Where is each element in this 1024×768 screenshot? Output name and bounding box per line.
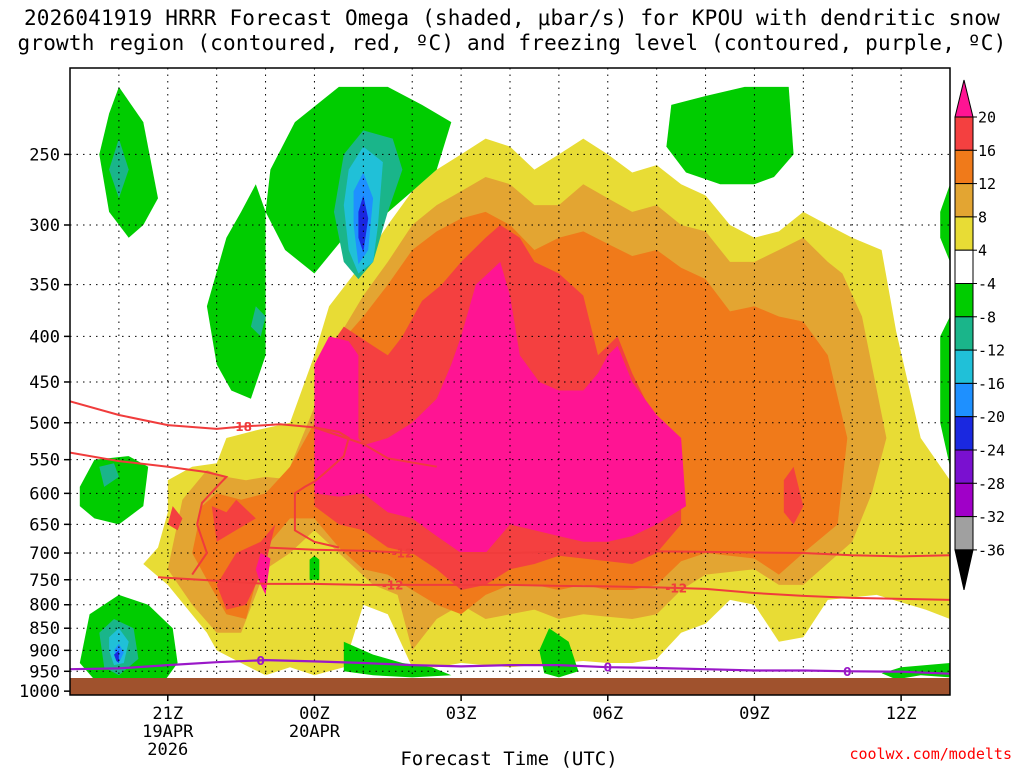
credit-link[interactable]: coolwx.com/modelts	[849, 745, 1012, 763]
colorbar-arrow-bottom	[954, 549, 974, 591]
isotherm--12-3	[265, 546, 950, 558]
x-axis-title: Forecast Time (UTC)	[400, 748, 617, 768]
omega-region-n4-11	[309, 555, 320, 580]
colorbar: 20 16 12 8 4 -4 -8 -12 -16 -20 -24 -28 -32 -36	[954, 79, 1005, 591]
omega-region-n8-3	[99, 463, 119, 487]
contour-label-4: 0	[256, 654, 264, 668]
chart-title: 2026041919 HRRR Forecast Omega (shaded, …	[0, 6, 1024, 56]
grid	[70, 68, 950, 695]
contour-label-3: -12	[665, 581, 687, 595]
y-tick-label-900: 900	[29, 641, 60, 661]
colorbar-label-13: -36	[978, 541, 1005, 559]
colorbar-label-4: 4	[978, 242, 987, 260]
y-tick-label-750: 750	[29, 571, 60, 591]
colorbar-swatch-9	[954, 382, 974, 418]
colorbar-swatch-5	[954, 249, 974, 284]
colorbar-swatch-8	[954, 349, 974, 384]
colorbar-label-7: -12	[978, 342, 1005, 360]
omega-region-n4-0	[99, 86, 158, 238]
freezing-level-line	[70, 658, 950, 675]
omega-region-n20-0	[358, 195, 369, 253]
y-tick-label-450: 450	[29, 373, 60, 393]
x-tick-date-00Z: 20APR	[289, 722, 341, 742]
x-tick-label-12Z: 12Z	[886, 704, 917, 724]
colorbar-swatch-11	[954, 449, 974, 484]
omega-shading	[79, 86, 950, 688]
omega-region-n4-8	[343, 641, 452, 678]
omega-region-w20-0	[314, 261, 686, 553]
y-tick-label-400: 400	[29, 327, 60, 347]
colorbar-swatch-4	[954, 216, 974, 251]
colorbar-label-6: -8	[978, 308, 996, 326]
isotherm--12-4	[157, 576, 950, 601]
y-tick-label-850: 850	[29, 619, 60, 639]
y-tick-label-300: 300	[29, 216, 60, 236]
ground-bar	[70, 678, 950, 695]
colorbar-label-9: -20	[978, 408, 1005, 426]
x-tick-label-06Z: 06Z	[592, 704, 623, 724]
y-tick-label-800: 800	[29, 596, 60, 616]
colorbar-label-3: 8	[978, 208, 987, 226]
x-tick-label-21Z: 21Z	[152, 704, 183, 724]
x-tick-year-21Z: 2026	[147, 740, 188, 760]
colorbar-swatch-13	[954, 516, 974, 551]
y-tick-label-550: 550	[29, 451, 60, 471]
colorbar-label-12: -32	[978, 508, 1005, 526]
y-tick-label-350: 350	[29, 276, 60, 296]
omega-region-n4-3	[666, 86, 794, 185]
contour-label-5: 0	[604, 661, 612, 675]
colorbar-swatch-7	[954, 316, 974, 351]
colorbar-label-0: 20	[978, 109, 996, 127]
colorbar-label-10: -24	[978, 442, 1005, 460]
y-tick-label-1000: 1000	[19, 682, 60, 702]
y-tick-label-500: 500	[29, 414, 60, 434]
y-tick-label-950: 950	[29, 662, 60, 682]
omega-region-n8-1	[250, 306, 266, 337]
isotherm--18-2	[293, 426, 350, 549]
omega-region-n4-6	[79, 456, 149, 525]
y-tick-label-250: 250	[29, 145, 60, 165]
y-tick-label-700: 700	[29, 544, 60, 564]
x-tick-label-09Z: 09Z	[739, 704, 770, 724]
omega-region-n20-1	[114, 650, 119, 663]
x-tick-label-00Z: 00Z	[299, 704, 330, 724]
contour-label-6: 0	[843, 665, 851, 679]
colorbar-swatch-6	[954, 283, 974, 318]
omega-region-n4-4	[940, 184, 950, 262]
omega-region-w16-0	[211, 499, 256, 542]
contour-label-2: -12	[382, 578, 404, 592]
omega-region-w16-4	[167, 506, 183, 531]
colorbar-arrow-top	[954, 79, 974, 118]
x-tick-date-21Z: 19APR	[142, 722, 194, 742]
contour-label-1: -12	[392, 547, 414, 561]
colorbar-swatch-1	[954, 116, 974, 151]
omega-region-w16-3	[783, 466, 804, 525]
title-line-1: 2026041919 HRRR Forecast Omega (shaded, …	[23, 6, 1001, 30]
omega-region-w16-1	[216, 524, 276, 610]
colorbar-label-1: 16	[978, 142, 996, 160]
colorbar-swatch-12	[954, 482, 974, 518]
x-tick-label-03Z: 03Z	[446, 704, 477, 724]
omega-region-n8-0	[109, 138, 129, 199]
title-line-2: growth region (contoured, red, ºC) and f…	[17, 31, 1007, 55]
colorbar-label-2: 12	[978, 175, 996, 193]
colorbar-swatch-2	[954, 149, 974, 185]
y-tick-label-650: 650	[29, 515, 60, 535]
contour-label-0: -18	[230, 420, 252, 434]
contours: -18 -12 -12 -12 0 0 0	[70, 400, 950, 679]
isotherm--18-0	[70, 400, 437, 468]
colorbar-swatch-10	[954, 416, 974, 451]
colorbar-label-11: -28	[978, 475, 1005, 493]
y-tick-label-600: 600	[29, 484, 60, 504]
isotherm--18-1	[70, 451, 229, 576]
omega-region-n4-1	[206, 184, 266, 399]
colorbar-label-5: -4	[978, 275, 996, 293]
omega-region-n4-5	[940, 316, 950, 467]
colorbar-label-8: -16	[978, 375, 1005, 393]
y-axis: 2503003504004505005506006507007508008509…	[19, 145, 70, 702]
colorbar-swatch-3	[954, 183, 974, 218]
